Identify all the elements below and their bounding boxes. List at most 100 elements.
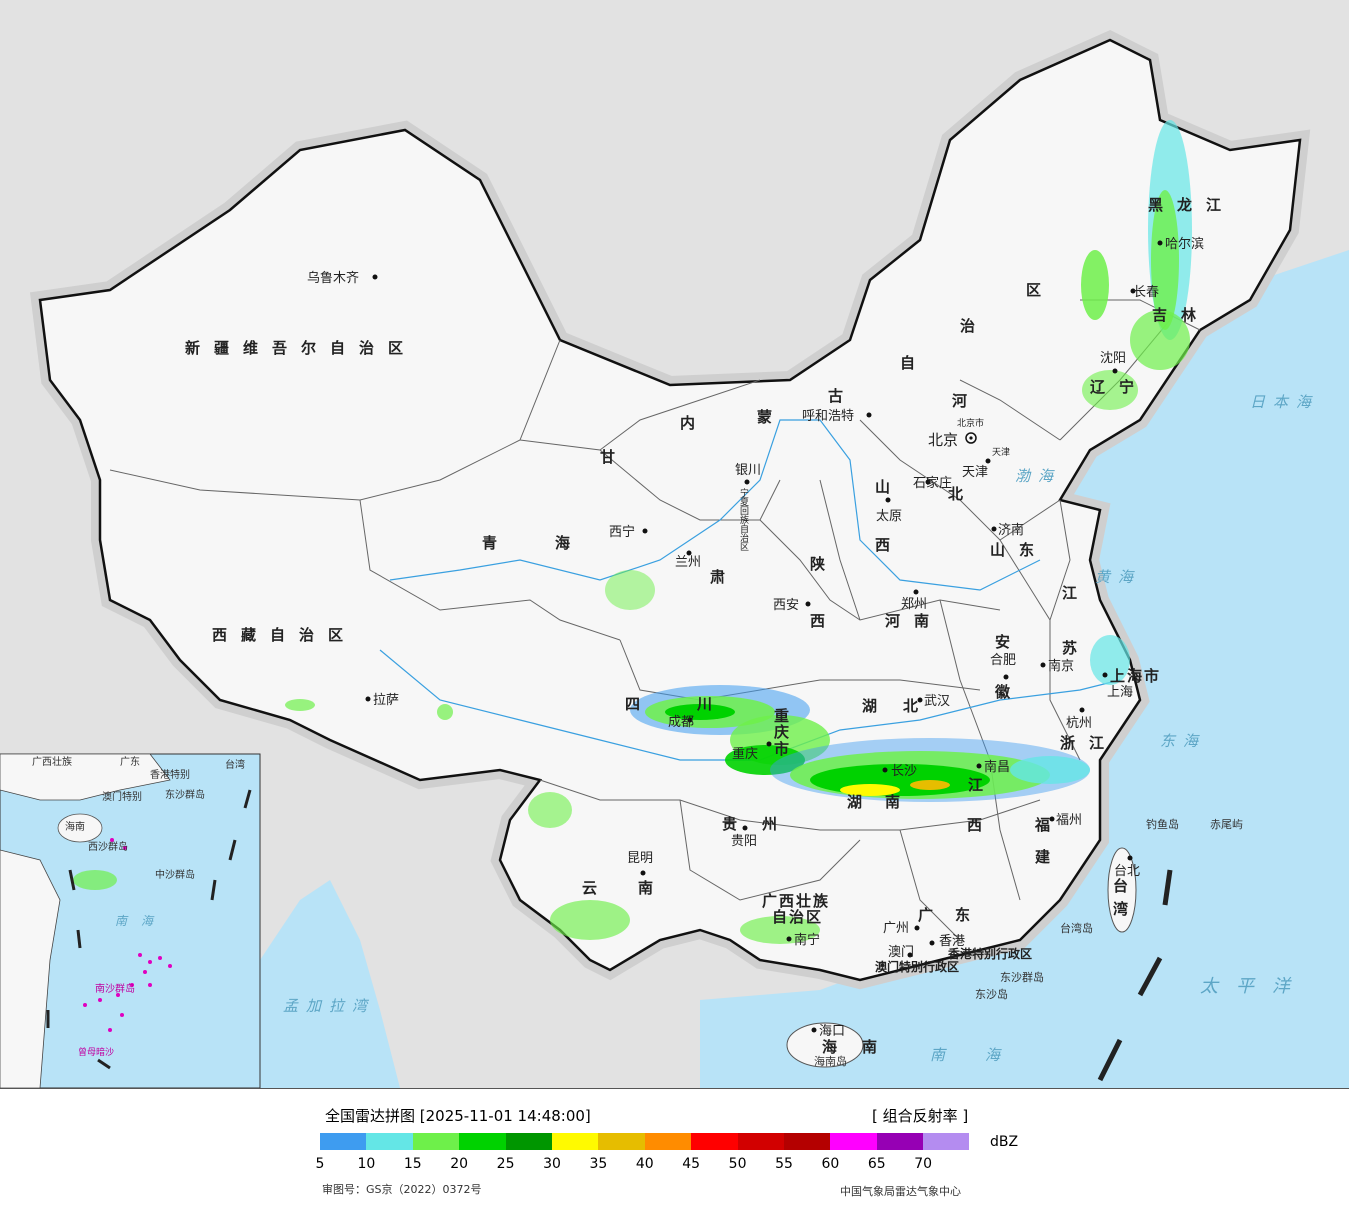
province-label-dong: 东 [955,906,984,924]
maritime-boundary-dashes [1097,869,1173,1082]
province-label-hai: 海 [822,1038,851,1056]
province-label-heilongjiang: 黑龙江 [1148,196,1235,214]
colorbar-swatch [551,1133,599,1150]
taiwan-island-shape [1107,847,1137,933]
province-label-jiang: 江 [1062,584,1091,602]
city-label-xining: 西宁 [609,524,635,540]
province-label-xinjiang: 新疆维吾尔自治区 [185,339,417,357]
province-label-shanghai: 上海市 [1110,667,1161,685]
province-label-shaanxi2: 西 [810,612,839,630]
province-label-hubei2: 北 [903,697,932,715]
inset-label-xisha: 西沙群岛 [88,840,128,853]
data-source: 中国气象局雷达气象中心 [840,1185,961,1198]
island-labels: 钓鱼岛 赤尾屿 台湾岛 东沙群岛 东沙岛 海南岛 香港特别行政区 澳门特别行政区 [814,817,1243,1068]
province-label-shi: 市 [774,740,803,758]
city-label-chongqing: 重庆 [732,746,758,762]
china-radar-map: 新疆维吾尔自治区 西藏自治区 青 海 甘 肃 内 蒙 古 自 治 区 黑龙江 吉… [0,0,1349,1088]
colorbar-tick-label: 10 [357,1156,376,1172]
sea-labels: 日本海 渤海 黄海 东海 太平洋 南海 孟加拉湾 [283,393,1311,1064]
city-label-jinan: 济南 [998,522,1024,538]
inset-label-macau: 澳门特别 [102,790,142,803]
province-label-guang: 广 [918,906,947,924]
city-label-taipei: 台北 [1114,864,1140,879]
city-label-shanghai-city: 上海 [1107,685,1133,700]
city-label-nanning: 南宁 [794,932,820,948]
province-label-hunan1: 湖 [847,793,876,811]
city-label-hongkong: 香港 [939,934,965,949]
inset-label-hainan: 海南 [65,820,85,833]
colorbar-tick-label: 15 [403,1156,422,1172]
city-label-changsha: 长沙 [891,764,917,779]
province-label-qu: 区 [1026,281,1055,299]
island-label-hk-sar: 香港特别行政区 [947,946,1032,961]
inset-label-nansha: 南沙群岛 [95,982,135,995]
sea-label-bohai: 渤海 [1015,467,1061,485]
province-label-shaan: 陕 [810,555,839,573]
island-label-macau-sar: 澳门特别行政区 [875,959,959,974]
colorbar-tick-label: 65 [867,1156,886,1172]
inset-label-zhongsha: 中沙群岛 [155,868,195,881]
province-label-gu: 古 [828,387,857,405]
island-label-diaoyu: 钓鱼岛 [1146,817,1179,831]
colorbar-swatch [366,1133,413,1150]
province-label-meng: 蒙 [757,408,786,426]
colorbar [320,1133,970,1150]
legend-title: 全国雷达拼图 [2025-11-01 14:48:00] [325,1107,591,1125]
province-label-gan: 甘 [600,448,629,466]
colorbar-swatch [598,1133,645,1150]
city-label-zhengzhou: 郑州 [901,597,927,612]
province-label-shan: 山 [875,478,904,496]
city-label-xian: 西安 [773,598,799,613]
province-label-he: 河 [952,392,981,410]
province-label-guangxi2: 自治区 [772,908,823,926]
colorbar-swatch [691,1133,738,1150]
city-label-shenyang: 沈阳 [1100,351,1126,366]
province-label-bei: 北 [948,485,977,503]
province-label-zhi: 治 [960,317,989,335]
colorbar-tick-label: 40 [635,1156,654,1172]
city-label-hangzhou: 杭州 [1066,716,1092,731]
province-label-hui: 徽 [994,683,1024,701]
sea-label-bengal: 孟加拉湾 [283,997,375,1015]
province-label-chong: 重 [774,707,803,725]
city-label-shijiazhuang: 石家庄 [913,475,952,491]
inset-label-hk: 香港特别 [150,769,190,781]
province-label-hainan2: 南 [862,1038,891,1056]
city-label-kunming: 昆明 [627,851,653,866]
sea-label-yellow: 黄海 [1095,568,1141,586]
province-label-wan: 湾 [1113,900,1142,918]
city-label-yinchuan: 银川 [735,463,761,478]
colorbar-swatch [505,1133,552,1150]
beijing-marker [965,432,977,444]
city-label-fuzhou: 福州 [1056,813,1082,828]
hainan-island-shape [786,1022,864,1068]
colorbar-tick-label: 60 [821,1156,840,1172]
city-label-macau: 澳门 [888,944,914,960]
colorbar-swatch [320,1133,367,1150]
province-label-nei: 内 [680,414,709,432]
city-label-hohhot: 呼和浩特 [802,409,854,424]
legend-unit: dBZ [990,1134,1019,1150]
province-label-zi: 自 [900,354,929,372]
inset-label-guangdong: 广东 [120,755,140,768]
south-china-sea-inset: 广西壮族 广东 香港特别 澳门特别 台湾 东沙群岛 海南 西沙群岛 中沙群岛 南… [0,753,261,1088]
colorbar-tick-label: 50 [728,1156,747,1172]
province-label-su: 肃 [710,568,739,586]
colorbar-tick-label: 55 [775,1156,793,1172]
province-label-hunan2: 南 [885,793,914,811]
legend-panel: 全国雷达拼图 [2025-11-01 14:48:00] [ 组合反射率 ] d… [0,1088,1349,1209]
island-label-dongsha-islands: 东沙群岛 [1000,970,1044,984]
city-label-nanjing: 南京 [1048,658,1074,674]
colorbar-swatch [737,1133,784,1150]
island-label-taiwan: 台湾岛 [1060,921,1093,935]
province-label-qinghai-2: 海 [555,534,584,552]
province-label-si: 四 [625,695,654,713]
colorbar-tick-label: 70 [914,1156,933,1172]
province-label-zhou: 州 [761,815,791,833]
colorbar-tick-label: 20 [450,1156,469,1172]
colorbar-tick-label: 5 [315,1156,325,1172]
city-dots [365,240,1163,1033]
province-label-xizang: 西藏自治区 [212,626,357,644]
province-label-henan: 河南 [885,612,943,630]
